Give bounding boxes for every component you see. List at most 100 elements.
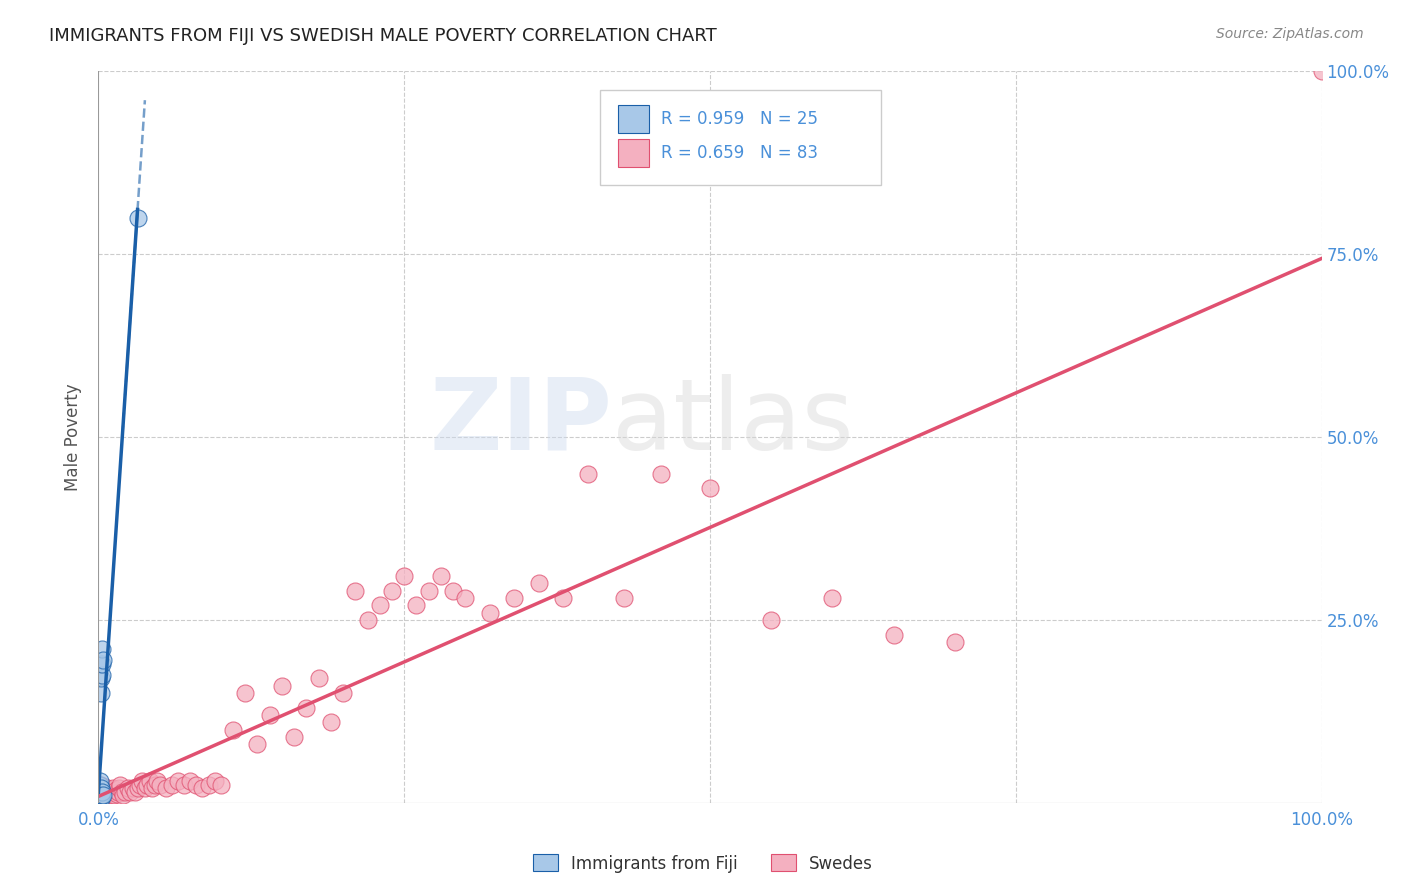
Point bbox=[90, 792, 112, 806]
Bar bbox=[619, 139, 650, 167]
Point bbox=[127, 781, 149, 796]
Point bbox=[89, 781, 111, 796]
Point bbox=[107, 785, 129, 799]
Point bbox=[761, 613, 783, 627]
Point bbox=[197, 777, 219, 792]
Point bbox=[295, 700, 318, 714]
Point bbox=[89, 785, 111, 799]
Point bbox=[90, 781, 112, 796]
FancyBboxPatch shape bbox=[600, 90, 882, 185]
Point bbox=[101, 781, 124, 796]
Point bbox=[91, 785, 114, 799]
Point bbox=[89, 780, 111, 794]
Point bbox=[129, 777, 152, 792]
Point bbox=[478, 606, 501, 620]
Point bbox=[89, 773, 111, 788]
Point bbox=[356, 613, 378, 627]
Point bbox=[90, 785, 112, 799]
Point bbox=[332, 686, 354, 700]
Point bbox=[209, 777, 232, 792]
Point bbox=[89, 787, 111, 801]
Text: R = 0.959   N = 25: R = 0.959 N = 25 bbox=[661, 110, 818, 128]
Point bbox=[117, 781, 139, 796]
Point bbox=[89, 789, 111, 803]
Point bbox=[141, 781, 163, 796]
Point bbox=[91, 789, 114, 803]
Point bbox=[155, 781, 177, 796]
Text: Source: ZipAtlas.com: Source: ZipAtlas.com bbox=[1216, 27, 1364, 41]
Point bbox=[405, 599, 427, 613]
Point bbox=[105, 787, 128, 801]
Point bbox=[191, 781, 214, 796]
Point bbox=[167, 773, 190, 788]
Point bbox=[89, 792, 111, 806]
Point bbox=[124, 785, 146, 799]
Point bbox=[139, 773, 162, 788]
Point bbox=[186, 777, 208, 792]
Point bbox=[91, 653, 114, 667]
Point bbox=[100, 789, 122, 803]
Point bbox=[96, 785, 118, 799]
Point bbox=[127, 211, 149, 225]
Point bbox=[98, 782, 121, 797]
Point bbox=[149, 777, 172, 792]
Point bbox=[89, 789, 111, 803]
Point bbox=[160, 777, 183, 792]
Point bbox=[222, 723, 245, 737]
Text: ZIP: ZIP bbox=[429, 374, 612, 471]
Point bbox=[134, 781, 156, 796]
Point bbox=[179, 773, 201, 788]
Point bbox=[91, 789, 114, 803]
Point bbox=[454, 591, 477, 605]
Point bbox=[91, 642, 114, 657]
Point bbox=[136, 777, 159, 792]
Point bbox=[131, 773, 153, 788]
Point bbox=[381, 583, 404, 598]
Point bbox=[120, 785, 142, 799]
Point bbox=[90, 789, 112, 803]
Legend: Immigrants from Fiji, Swedes: Immigrants from Fiji, Swedes bbox=[526, 847, 880, 880]
Point bbox=[91, 789, 114, 803]
Point bbox=[308, 672, 330, 686]
Point bbox=[943, 635, 966, 649]
Point bbox=[368, 599, 391, 613]
Y-axis label: Male Poverty: Male Poverty bbox=[65, 384, 83, 491]
Point bbox=[270, 679, 294, 693]
Point bbox=[121, 781, 143, 796]
Text: IMMIGRANTS FROM FIJI VS SWEDISH MALE POVERTY CORRELATION CHART: IMMIGRANTS FROM FIJI VS SWEDISH MALE POV… bbox=[49, 27, 717, 45]
Point bbox=[94, 789, 117, 803]
Point bbox=[246, 737, 269, 751]
Point bbox=[111, 785, 134, 799]
Bar bbox=[619, 105, 650, 133]
Point bbox=[143, 777, 166, 792]
Point bbox=[89, 789, 111, 804]
Point bbox=[90, 777, 112, 792]
Point bbox=[91, 789, 114, 804]
Point bbox=[699, 481, 721, 495]
Point bbox=[89, 781, 111, 796]
Point bbox=[89, 782, 111, 797]
Point bbox=[91, 657, 114, 671]
Point bbox=[103, 789, 125, 803]
Point bbox=[114, 785, 136, 799]
Point bbox=[146, 773, 169, 788]
Point bbox=[104, 782, 127, 797]
Point bbox=[90, 686, 112, 700]
Text: atlas: atlas bbox=[612, 374, 853, 471]
Point bbox=[344, 583, 367, 598]
Point bbox=[821, 591, 844, 605]
Point bbox=[110, 777, 132, 792]
Point bbox=[97, 787, 120, 801]
Point bbox=[613, 591, 636, 605]
Point bbox=[93, 787, 115, 801]
Point bbox=[90, 657, 112, 671]
Point bbox=[93, 780, 115, 794]
Point bbox=[89, 777, 111, 792]
Point bbox=[418, 583, 440, 598]
Point bbox=[283, 730, 305, 744]
Point bbox=[503, 591, 526, 605]
Point bbox=[90, 672, 112, 686]
Point bbox=[101, 785, 124, 799]
Point bbox=[527, 576, 550, 591]
Point bbox=[553, 591, 575, 605]
